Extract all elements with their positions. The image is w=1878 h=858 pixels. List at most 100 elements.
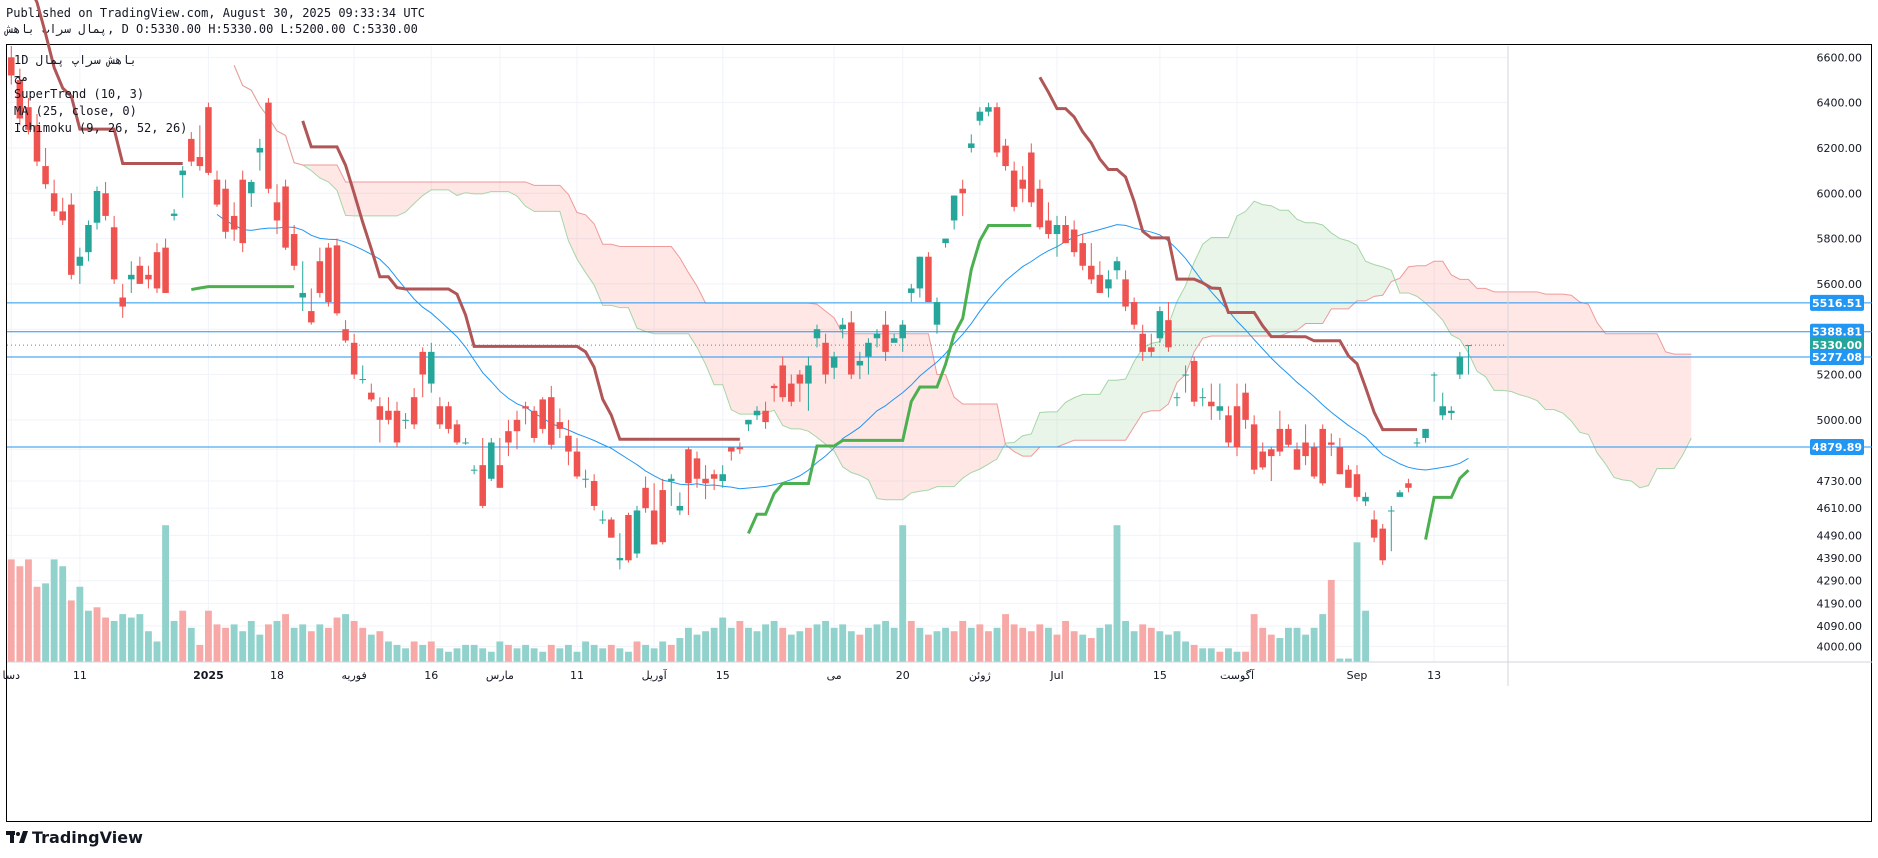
candle-body [496, 465, 504, 488]
tradingview-logo-icon [6, 830, 28, 843]
candle [805, 356, 812, 411]
legend-ma[interactable]: MA (25, close, 0) [14, 104, 137, 118]
candle-body [933, 302, 941, 325]
supertrend-down-segment [301, 120, 740, 441]
ma-line [216, 213, 1469, 490]
cloud-segment [1665, 351, 1675, 469]
y-tick-label: 5600.00 [1817, 278, 1863, 291]
volume-bar [42, 583, 49, 662]
supertrend-down-segment [1038, 76, 1417, 432]
candle-body [145, 274, 152, 280]
candle-body [76, 256, 84, 266]
cloud-segment [1639, 333, 1649, 488]
candle-body [890, 338, 898, 343]
candle [59, 197, 66, 225]
candle-body [745, 419, 752, 425]
cloud-segment [1417, 265, 1426, 304]
volume-bar [582, 641, 589, 662]
candle-body [1242, 392, 1249, 420]
candle-body [1019, 179, 1026, 189]
candle [513, 410, 521, 450]
candle [1105, 270, 1112, 298]
candle [1079, 234, 1086, 271]
price-tag-label: 5516.51 [1812, 297, 1862, 310]
cloud-segment [945, 374, 955, 487]
candle-body [290, 234, 298, 266]
volume-bar [530, 648, 538, 662]
candle [736, 442, 744, 454]
cloud-segment [1228, 215, 1237, 337]
cloud-segment [311, 164, 320, 178]
cloud-segment [1605, 333, 1615, 478]
candle-body [308, 311, 315, 323]
price-tag-label: 5277.08 [1812, 351, 1862, 364]
candle [136, 256, 144, 284]
candle [873, 329, 881, 348]
cloud-segment [1245, 201, 1255, 337]
volume-bar [1113, 525, 1121, 662]
candle [239, 170, 246, 253]
candle [16, 68, 24, 126]
candle [942, 238, 949, 248]
candle-body [1268, 449, 1275, 457]
cloud-segment [739, 303, 749, 415]
cloud-segment [997, 403, 1006, 459]
legend-supertrend[interactable]: SuperTrend (10, 3) [14, 87, 145, 101]
cloud-segment [885, 333, 895, 500]
candle [565, 419, 572, 466]
volume-bar [1156, 631, 1164, 662]
candle [685, 447, 692, 515]
volume-bar [1302, 634, 1309, 662]
cloud-segment [1297, 219, 1306, 331]
volume-bar [462, 644, 469, 662]
candle [1190, 356, 1198, 407]
candle [822, 333, 829, 384]
volume-bar [419, 644, 427, 662]
volume-bar [170, 620, 178, 662]
volume-bar [1010, 624, 1018, 662]
volume-bar [127, 617, 135, 662]
cloud-segment [1597, 322, 1606, 465]
candle [1285, 424, 1292, 448]
candle-body [839, 324, 846, 330]
cloud-segment [1194, 244, 1203, 352]
price-tag-box [1810, 323, 1864, 340]
candle-body [805, 365, 812, 384]
candle-body [505, 431, 512, 443]
candle [633, 505, 641, 559]
price-tag-box [1810, 349, 1864, 366]
cloud-segment [791, 303, 800, 429]
candle [1422, 428, 1429, 443]
candle-body [1336, 447, 1344, 475]
candle-body [719, 474, 726, 482]
candle-body [908, 288, 915, 293]
candle [650, 483, 658, 545]
footer-brand-text: TradingView [32, 828, 143, 847]
volume-bar [985, 631, 992, 662]
volume-bar [350, 620, 358, 662]
volume-bar [590, 644, 598, 662]
candle [1045, 202, 1052, 239]
cloud-segment [585, 214, 595, 286]
candle-body [1053, 224, 1061, 235]
cloud-segment [1322, 224, 1332, 324]
cloud-segment [388, 181, 397, 216]
footer-brand[interactable]: TradingView [6, 828, 143, 847]
candle [890, 333, 898, 343]
volume-bar [753, 631, 761, 662]
candle [145, 265, 152, 289]
candle-body [848, 322, 855, 375]
volume-bar [573, 651, 581, 662]
volume-bar [25, 559, 32, 662]
candle-body [659, 490, 666, 543]
cloud-segment [457, 181, 466, 196]
cloud-segment [645, 246, 655, 334]
x-tick-label: دسا [3, 669, 21, 682]
cloud-segment [1031, 412, 1040, 457]
volume-bar [522, 644, 529, 662]
cloud-segment [379, 181, 389, 216]
candle [539, 397, 546, 434]
legend-ichimoku[interactable]: Ichimoku (9, 26, 52, 26) [14, 121, 188, 135]
chart-frame[interactable] [6, 44, 1872, 822]
